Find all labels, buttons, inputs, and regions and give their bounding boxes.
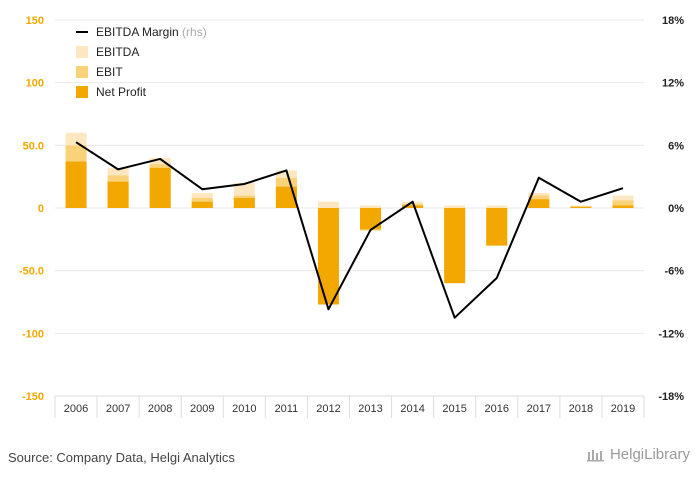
line-ebitda-margin bbox=[75, 141, 624, 319]
y-tick-label-right: 12% bbox=[662, 78, 684, 90]
x-tick-label: 2018 bbox=[569, 403, 593, 415]
bar-ebitda bbox=[317, 201, 339, 208]
bar-net-profit bbox=[275, 186, 297, 208]
x-tick-label: 2011 bbox=[275, 403, 299, 415]
bar-net-profit bbox=[149, 167, 171, 208]
x-tick-label: 2014 bbox=[400, 403, 424, 415]
y-tick-label-right: -12% bbox=[658, 328, 684, 340]
y-tick-label-right: 6% bbox=[668, 140, 684, 152]
bar-ebitda bbox=[360, 205, 382, 208]
source-note: Source: Company Data, Helgi Analytics bbox=[8, 450, 235, 465]
x-tick-label: 2008 bbox=[148, 403, 172, 415]
x-tick-label: 2007 bbox=[106, 403, 130, 415]
axes: 150 18% 100 12% 50.0 6% 0 0% -50.0 -6% -100 -12% -15… bbox=[19, 15, 684, 418]
x-tick-label: 2015 bbox=[442, 403, 466, 415]
y-tick-label-left: 50.0 bbox=[23, 140, 44, 152]
x-tick-label: 2010 bbox=[232, 403, 256, 415]
legend-swatch bbox=[76, 86, 88, 98]
bar-ebitda bbox=[486, 205, 508, 208]
margin-line bbox=[75, 141, 624, 319]
y-tick-label-left: 150 bbox=[26, 15, 44, 27]
bar-net-profit bbox=[444, 208, 466, 284]
legend-label: Net Profit bbox=[96, 85, 147, 99]
legend-label: EBITDA Margin (rhs) bbox=[96, 25, 207, 39]
bar-net-profit bbox=[360, 208, 382, 230]
legend-swatch bbox=[76, 46, 88, 58]
bar-net-profit bbox=[486, 208, 508, 246]
legend-swatch bbox=[76, 66, 88, 78]
x-tick-label: 2009 bbox=[190, 403, 214, 415]
grid-lines bbox=[55, 19, 644, 397]
y-tick-label-right: -6% bbox=[664, 266, 684, 278]
bar-ebitda bbox=[444, 205, 466, 208]
chart: 150 18% 100 12% 50.0 6% 0 0% -50.0 -6% -100 -12% -15… bbox=[19, 15, 684, 418]
y-tick-label-right: 18% bbox=[662, 15, 684, 27]
x-tick-label: 2012 bbox=[316, 403, 340, 415]
y-tick-label-left: 0 bbox=[38, 203, 44, 215]
helgi-library-logo[interactable]: HelgiLibrary bbox=[586, 446, 690, 463]
y-tick-label-left: -50.0 bbox=[19, 266, 44, 278]
bar-net-profit bbox=[570, 206, 592, 208]
x-tick-label: 2006 bbox=[64, 403, 88, 415]
bars bbox=[65, 132, 634, 305]
logo-text: HelgiLibrary bbox=[609, 446, 690, 463]
bar-net-profit bbox=[528, 199, 550, 208]
y-tick-label-right: -18% bbox=[658, 391, 684, 403]
bar-net-profit bbox=[402, 205, 424, 208]
y-tick-label-right: 0% bbox=[668, 203, 684, 215]
y-tick-label-left: -150 bbox=[22, 391, 44, 403]
bar-net-profit bbox=[233, 197, 255, 208]
y-tick-label-left: -100 bbox=[22, 328, 44, 340]
bar-net-profit bbox=[317, 208, 339, 305]
bar-net-profit bbox=[191, 201, 213, 208]
y-tick-label-left: 100 bbox=[26, 78, 44, 90]
legend-label: EBITDA bbox=[96, 45, 139, 59]
legend: EBITDA Margin (rhs) EBITDA EBIT Net Profit bbox=[76, 25, 207, 99]
legend-suffix: (rhs) bbox=[182, 25, 207, 39]
x-tick-label: 2019 bbox=[611, 403, 635, 415]
bar-net-profit bbox=[107, 181, 129, 208]
x-tick-label: 2017 bbox=[527, 403, 551, 415]
legend-label: EBIT bbox=[96, 65, 123, 79]
library-logo-icon bbox=[586, 449, 604, 461]
x-tick-label: 2016 bbox=[485, 403, 509, 415]
bar-ebit bbox=[612, 200, 634, 208]
bar-net-profit bbox=[65, 161, 87, 208]
bar-net-profit bbox=[612, 205, 634, 208]
x-tick-label: 2013 bbox=[358, 403, 382, 415]
